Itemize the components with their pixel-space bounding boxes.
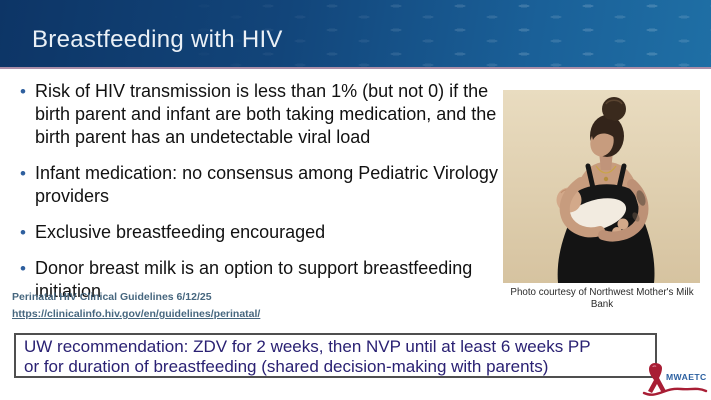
recommendation-line-1: UW recommendation: ZDV for 2 weeks, then… xyxy=(24,337,591,356)
bullet-item-transmission-risk: • Risk of HIV transmission is less than … xyxy=(20,80,500,149)
bullet-dot-icon: • xyxy=(20,82,26,101)
breastfeeding-photo xyxy=(503,90,700,283)
photo-caption: Photo courtesy of Northwest Mother's Mil… xyxy=(510,287,694,310)
bullet-item-exclusive-breastfeeding: • Exclusive breastfeeding encouraged xyxy=(20,221,500,244)
mwaetc-logo: MWAETC xyxy=(639,359,709,399)
citation-title: Perinatal HIV Clinical Guidelines 6/12/2… xyxy=(12,291,212,303)
logo-text: MWAETC xyxy=(666,372,707,382)
bullet-text: Infant medication: no consensus among Pe… xyxy=(35,163,498,206)
aids-ribbon-icon xyxy=(648,363,666,393)
bullet-text: Donor breast milk is an option to suppor… xyxy=(35,258,473,301)
bullet-dot-icon: • xyxy=(20,164,26,183)
bullet-text: Risk of HIV transmission is less than 1%… xyxy=(35,81,497,147)
uw-recommendation-box: UW recommendation: ZDV for 2 weeks, then… xyxy=(14,333,657,378)
bullet-list: • Risk of HIV transmission is less than … xyxy=(20,80,500,316)
page-title: Breastfeeding with HIV xyxy=(32,26,283,53)
citation-block: Perinatal HIV Clinical Guidelines 6/12/2… xyxy=(12,291,372,322)
bullet-item-infant-medication: • Infant medication: no consensus among … xyxy=(20,162,500,208)
citation-link[interactable]: https://clinicalinfo.hiv.gov/en/guidelin… xyxy=(12,308,261,320)
bullet-dot-icon: • xyxy=(20,259,26,278)
header-dash-pattern xyxy=(0,0,711,67)
recommendation-line-2: or for duration of breastfeeding (shared… xyxy=(24,357,549,376)
bullet-dot-icon: • xyxy=(20,223,26,242)
bullet-text: Exclusive breastfeeding encouraged xyxy=(35,222,326,242)
slide-header: Breastfeeding with HIV xyxy=(0,0,711,69)
bullet-item-donor-milk: • Donor breast milk is an option to supp… xyxy=(20,257,500,303)
